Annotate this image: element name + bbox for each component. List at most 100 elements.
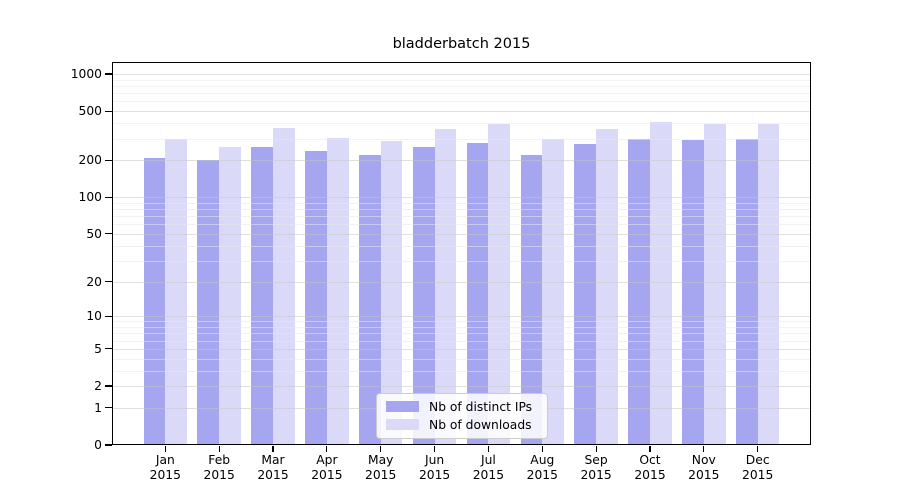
y-axis-tick-label: 100 [78,190,102,205]
y-tick-mark [105,233,112,235]
x-axis-tick-label: Jul 2015 [456,453,520,483]
bar-jul-downloads [488,123,511,445]
grid-line-minor [112,138,811,140]
grid-line-minor [112,101,811,103]
x-tick-year: 2015 [580,468,612,482]
grid-line-major [112,281,811,283]
y-axis-tick-label: 1 [94,400,102,415]
grid-line-minor [112,245,811,247]
grid-line-major [112,233,811,235]
bar-mar-distinct-ips [251,147,273,445]
grid-line-minor [112,327,811,328]
x-axis-tick-label: Dec 2015 [726,453,790,483]
x-tick-month: Jun [424,453,445,467]
x-tick-month: Aug [530,453,555,467]
y-tick-mark [105,110,112,112]
y-tick-mark [105,444,112,446]
x-tick-year: 2015 [311,468,343,482]
bar-mar-downloads [273,128,295,445]
grid-line-minor [112,85,811,87]
x-tick-year: 2015 [149,468,181,482]
y-tick-mark [105,407,112,409]
x-tick-mark [326,446,328,452]
y-axis-tick-label: 10 [86,309,102,324]
grid-line-major [112,197,811,199]
grid-line-minor [112,93,811,95]
y-axis-tick-label: 50 [86,226,102,241]
y-axis-tick-label: 20 [86,274,102,289]
bar-feb-distinct-ips [197,160,220,445]
grid-line-major [112,348,811,350]
bar-jan-downloads [165,139,188,445]
bar-dec-distinct-ips [735,138,758,445]
x-tick-year: 2015 [365,468,397,482]
x-axis-tick-label: Nov 2015 [672,453,736,483]
x-tick-year: 2015 [418,468,451,482]
legend-swatch-distinct-ips [386,401,419,412]
y-axis-tick-label: 200 [78,153,102,168]
grid-line-major [112,74,811,75]
x-tick-mark [380,446,382,452]
x-tick-year: 2015 [742,468,774,482]
bar-apr-distinct-ips [305,151,327,445]
x-axis-tick-label: Oct 2015 [618,453,682,483]
x-tick-mark [595,446,597,452]
grid-line-minor [112,333,811,335]
grid-line-major [112,160,811,162]
bar-feb-downloads [219,147,241,445]
bar-aug-downloads [542,139,565,445]
x-tick-mark [541,446,543,452]
x-axis-tick-label: Apr 2015 [295,453,359,483]
x-tick-mark [272,446,274,452]
legend: Nb of distinct IPs Nb of downloads [376,393,548,439]
x-tick-month: Jul [480,453,496,467]
grid-line-minor [112,260,811,262]
x-axis-tick-label: Jun 2015 [403,453,467,483]
y-axis-tick-label: 5 [94,341,102,356]
x-tick-month: Jan [155,453,175,467]
bar-nov-downloads [703,123,726,445]
bar-sep-downloads [596,129,618,445]
y-axis-tick-label: 500 [78,104,102,119]
bar-jun-downloads [434,129,457,445]
x-axis-tick-label: Jan 2015 [133,453,197,483]
legend-item-distinct-ips: Nb of distinct IPs [386,399,538,414]
y-tick-mark [105,196,112,198]
grid-line-minor [112,79,811,81]
chart-title: bladderbatch 2015 [392,36,531,52]
grid-line-minor [112,224,811,226]
y-tick-mark [105,348,112,350]
x-axis-tick-label: Mar 2015 [241,453,305,483]
x-tick-year: 2015 [634,468,666,482]
grid-line-minor [112,321,811,323]
bar-nov-distinct-ips [682,139,704,445]
grid-line-minor [112,123,811,125]
x-tick-month: Feb [208,453,231,467]
bar-jun-distinct-ips [412,147,435,445]
x-tick-year: 2015 [526,468,558,482]
grid-line-minor [112,358,811,360]
grid-line-minor [112,209,811,210]
legend-item-downloads: Nb of downloads [386,417,538,432]
bar-sep-distinct-ips [574,144,597,445]
grid-line-minor [112,370,811,372]
grid-line-major [112,111,811,113]
grid-line-minor [112,340,811,342]
x-tick-mark [487,446,489,452]
x-tick-year: 2015 [472,468,505,482]
x-tick-year: 2015 [688,468,720,482]
x-tick-mark [434,446,436,452]
legend-label-distinct-ips: Nb of distinct IPs [429,399,533,414]
y-axis-tick-label: 0 [94,438,102,452]
y-tick-mark [105,385,112,387]
x-tick-month: Oct [639,453,661,467]
x-tick-year: 2015 [257,468,289,482]
x-tick-month: May [367,453,394,467]
bar-oct-distinct-ips [628,139,650,445]
legend-label-downloads: Nb of downloads [429,417,532,432]
x-tick-mark [757,446,759,452]
x-axis-tick-label: May 2015 [349,453,413,483]
bar-oct-downloads [650,121,672,445]
bar-jan-distinct-ips [143,157,166,445]
